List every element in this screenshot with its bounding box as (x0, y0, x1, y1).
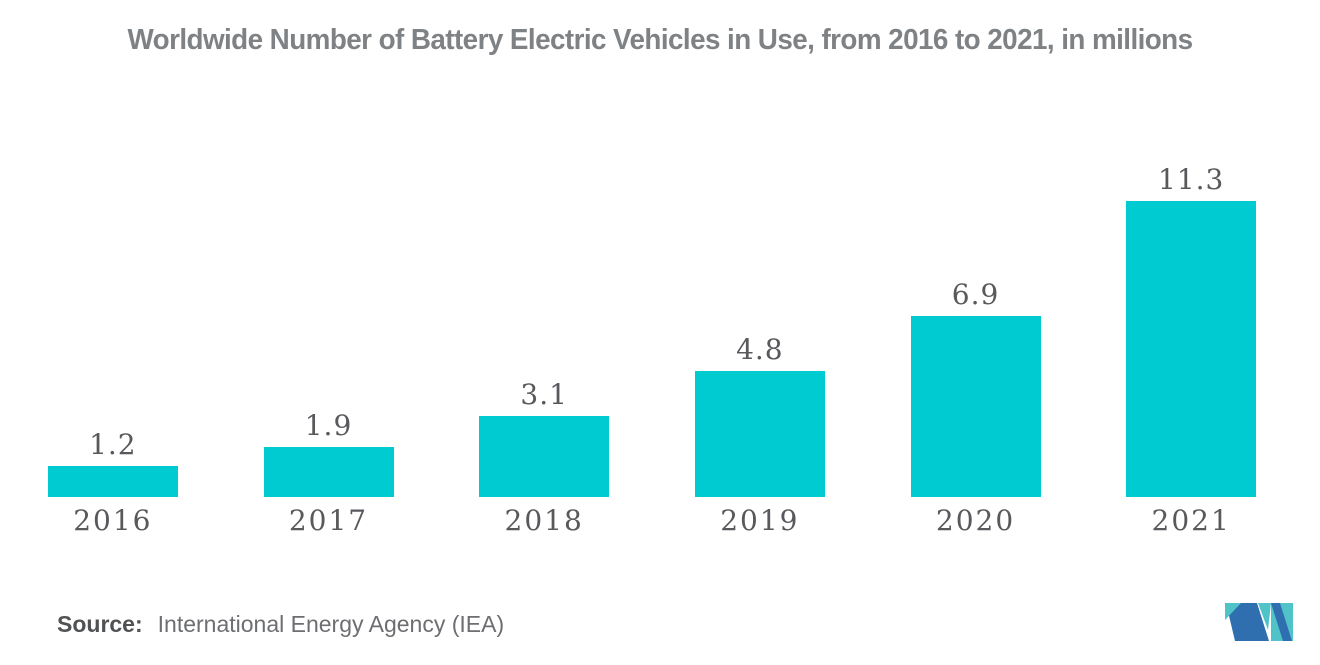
mordor-intelligence-logo (1225, 603, 1293, 641)
chart-title: Worldwide Number of Battery Electric Veh… (127, 24, 1193, 56)
logo-right-stroke (1271, 603, 1292, 641)
source-label: Source: (57, 611, 143, 637)
bar-column-2020: 6.9 2020 (868, 140, 1084, 535)
bar-2018 (479, 416, 610, 497)
bar-2019 (694, 371, 825, 497)
bar-2021 (1126, 201, 1257, 497)
bar-value-label-2017: 1.9 (304, 409, 353, 442)
bar-value-label-2018: 3.1 (520, 378, 568, 411)
bar-2016 (47, 466, 178, 497)
bar-column-2016: 1.2 2016 (5, 140, 221, 535)
logo-middle-triangle (1258, 603, 1271, 630)
bar-2020 (910, 316, 1041, 497)
logo-left-stroke (1226, 603, 1269, 641)
bar-value-label-2016: 1.2 (89, 428, 137, 461)
x-axis-label-2017: 2017 (288, 504, 369, 537)
bar-column-2017: 1.9 2017 (221, 140, 437, 535)
source-line: Source: International Energy Agency (IEA) (57, 611, 504, 639)
x-axis-label-2018: 2018 (504, 504, 584, 537)
x-axis-label-2016: 2016 (73, 504, 153, 537)
x-axis-label-2021: 2021 (1151, 504, 1231, 537)
bar-value-label-2019: 4.8 (736, 333, 784, 366)
bar-value-label-2021: 11.3 (1158, 163, 1225, 196)
bar-column-2019: 4.8 2019 (652, 140, 868, 535)
bar-chart-plot-area: 1.2 2016 1.9 2017 3.1 2018 4.8 2019 6.9 2020 11.3 2… (5, 140, 1299, 535)
logo-topleft-triangle (1225, 603, 1241, 620)
x-axis-label-2019: 2019 (720, 504, 800, 537)
bar-column-2021: 11.3 2021 (1083, 140, 1299, 535)
bar-2017 (263, 447, 394, 497)
source-text: International Energy Agency (IEA) (157, 611, 505, 637)
bar-column-2018: 3.1 2018 (436, 140, 652, 535)
x-axis-label-2020: 2020 (935, 504, 1016, 537)
bar-value-label-2020: 6.9 (951, 278, 1000, 311)
